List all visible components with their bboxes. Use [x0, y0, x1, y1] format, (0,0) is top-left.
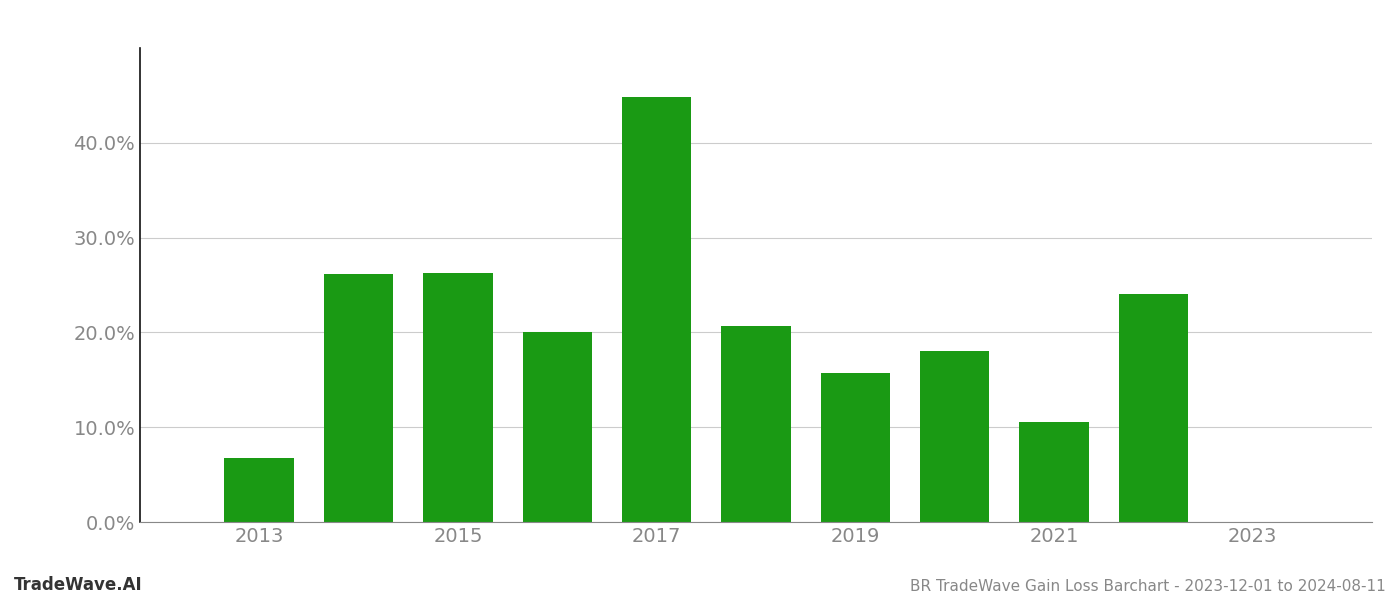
Bar: [1019, 422, 1089, 522]
Bar: [721, 326, 791, 522]
Text: TradeWave.AI: TradeWave.AI: [14, 576, 143, 594]
Bar: [522, 332, 592, 522]
Text: BR TradeWave Gain Loss Barchart - 2023-12-01 to 2024-08-11: BR TradeWave Gain Loss Barchart - 2023-1…: [910, 579, 1386, 594]
Bar: [920, 352, 990, 522]
Bar: [423, 272, 493, 522]
Bar: [622, 97, 692, 522]
Bar: [1119, 295, 1189, 522]
Bar: [820, 373, 890, 522]
Bar: [224, 458, 294, 522]
Bar: [323, 274, 393, 522]
